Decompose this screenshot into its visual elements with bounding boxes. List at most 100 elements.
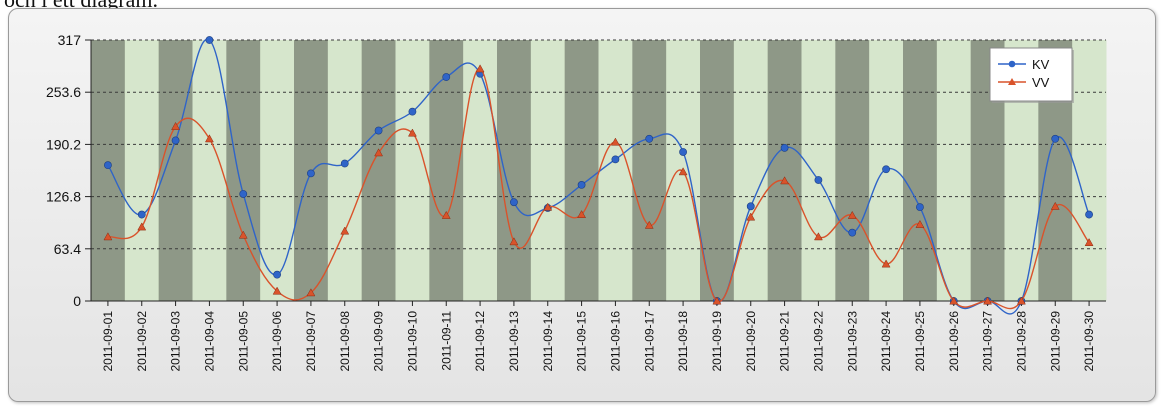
data-point-vv <box>103 232 113 241</box>
data-point-kv <box>882 165 890 174</box>
data-point-kv <box>1051 134 1060 143</box>
x-tick-label: 2011-09-23 <box>845 311 859 372</box>
data-point-vv <box>171 121 181 130</box>
plot-stripe <box>733 40 769 301</box>
x-tick-label: 2011-09-08 <box>338 311 352 372</box>
plot-stripe <box>463 40 498 301</box>
legend: KV VV <box>989 47 1074 103</box>
data-point-kv <box>137 210 146 219</box>
plot-stripe <box>327 40 363 301</box>
plot-stripe <box>395 40 430 301</box>
data-point-vv <box>238 230 248 239</box>
x-tick-label: 2011-09-14 <box>541 311 555 372</box>
x-tick-label: 2011-09-11 <box>439 311 453 371</box>
data-point-vv <box>441 210 451 219</box>
x-tick-label: 2011-09-25 <box>913 311 927 372</box>
data-point-vv <box>746 212 756 221</box>
data-point-vv <box>780 176 790 185</box>
data-point-vv <box>949 296 959 305</box>
x-tick-label: 2011-09-20 <box>744 311 758 372</box>
x-tick-label: 2011-09-30 <box>1082 311 1096 372</box>
plot-stripe <box>936 40 972 301</box>
data-point-vv <box>813 232 823 241</box>
series-line-kv <box>107 38 1090 315</box>
x-tick-label: 2011-09-18 <box>676 311 690 372</box>
data-point-vv <box>678 167 688 176</box>
x-tick-label: 2011-09-07 <box>304 311 318 372</box>
plot-stripe <box>158 40 193 301</box>
data-point-vv <box>881 259 891 268</box>
x-tick-label: 2011-09-17 <box>642 311 656 372</box>
legend-marker-kv <box>1008 60 1016 68</box>
data-point-vv <box>374 148 384 157</box>
x-axis-ticks: 2011-09-01 2011-09-02 2011-09-03 2011-09-04… <box>101 301 1096 372</box>
data-point-vv <box>983 296 993 305</box>
plot-stripe <box>530 40 566 301</box>
legend-box <box>989 47 1073 102</box>
data-point-vv <box>407 128 417 137</box>
data-point-kv <box>374 126 383 135</box>
plot-stripe <box>632 40 667 301</box>
axes <box>90 40 1106 302</box>
plot-stripe <box>835 40 870 301</box>
data-point-vv <box>204 134 214 143</box>
data-point-kv <box>814 176 823 184</box>
data-point-kv <box>171 136 180 145</box>
data-point-kv <box>307 169 315 178</box>
data-point-vv <box>475 64 485 73</box>
data-point-vv <box>644 220 654 229</box>
data-point-vv <box>306 288 316 297</box>
data-point-kv <box>239 190 248 198</box>
x-tick-label: 2011-09-29 <box>1048 311 1062 372</box>
data-point-vv <box>543 202 553 211</box>
data-point-vv <box>610 137 620 146</box>
data-point-kv <box>577 181 586 189</box>
plot-stripe <box>598 40 633 301</box>
data-point-kv <box>510 198 518 207</box>
data-point-kv <box>273 270 281 279</box>
x-tick-label: 2011-09-12 <box>473 311 487 372</box>
x-tick-label: 2011-09-06 <box>270 311 284 372</box>
data-point-vv <box>340 226 350 235</box>
data-point-vv <box>847 210 857 219</box>
x-tick-label: 2011-09-22 <box>811 311 825 372</box>
data-point-kv <box>848 228 857 237</box>
y-axis-ticks: 0 63.4 126.8 190.2 253.6 317 <box>46 32 91 309</box>
plot-stripe <box>226 40 261 301</box>
data-point-vv <box>915 219 925 228</box>
plot-stripe <box>700 40 735 301</box>
data-point-kv <box>104 161 112 170</box>
data-point-vv <box>509 237 519 246</box>
plot-stripe <box>497 40 532 301</box>
x-tick-label: 2011-09-13 <box>507 311 521 372</box>
x-tick-label: 2011-09-05 <box>236 311 250 372</box>
data-point-kv <box>340 159 349 168</box>
data-point-vv <box>577 210 587 218</box>
plot-stripe <box>124 40 160 301</box>
legend-label-vv: VV <box>1032 75 1050 90</box>
plot-stripe <box>361 40 396 301</box>
x-tick-label: 2011-09-15 <box>575 311 589 372</box>
plot-stripe <box>767 40 802 301</box>
x-tick-label: 2011-09-02 <box>135 311 149 372</box>
x-tick-label: 2011-09-24 <box>879 311 893 372</box>
x-tick-label: 2011-09-26 <box>947 311 961 372</box>
plot-stripe <box>903 40 938 301</box>
data-point-vv <box>712 296 722 305</box>
data-point-vv <box>1050 201 1060 210</box>
data-point-kv <box>1085 210 1093 219</box>
y-tick-label: 0 <box>73 293 81 309</box>
gridlines <box>91 39 1106 250</box>
x-tick-label: 2011-09-27 <box>981 311 995 372</box>
x-tick-label: 2011-09-28 <box>1014 311 1028 372</box>
plot-stripe <box>801 40 836 301</box>
plot-stripe <box>564 40 599 301</box>
plot-stripe <box>1072 40 1107 301</box>
x-tick-label: 2011-09-19 <box>710 311 724 372</box>
data-point-vv <box>1084 238 1094 246</box>
x-tick-label: 2011-09-09 <box>372 311 386 372</box>
data-point-kv <box>205 36 214 44</box>
data-point-kv <box>645 134 654 143</box>
data-point-vv <box>137 222 147 231</box>
y-tick-label: 253.6 <box>46 84 81 100</box>
